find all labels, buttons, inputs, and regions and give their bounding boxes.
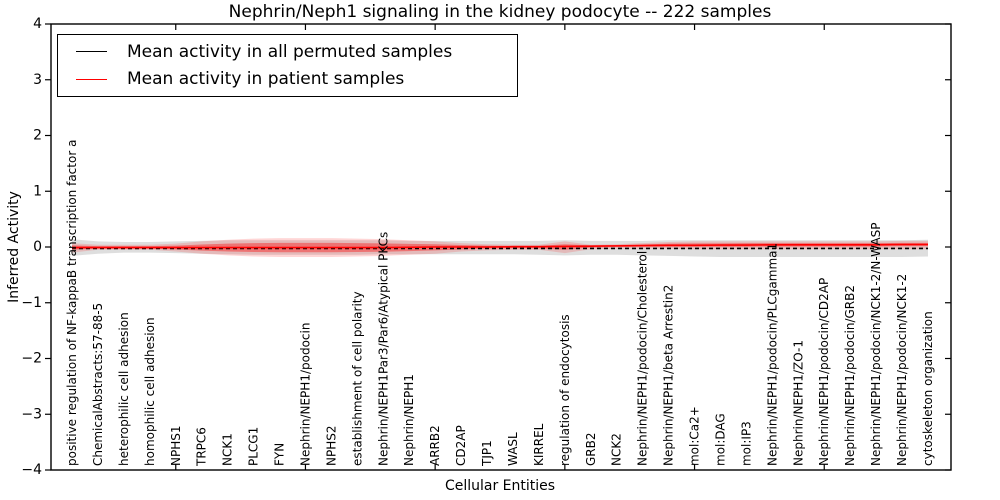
x-tick-label: Nephrin/NEPH1/ZO-1: [791, 340, 805, 466]
chart-title: Nephrin/Neph1 signaling in the kidney po…: [228, 2, 772, 22]
x-tick-label: Nephrin/NEPH1/podocin/GRB2: [843, 285, 857, 466]
x-axis-title: Cellular Entities: [444, 478, 556, 494]
x-tick-label: positive regulation of NF-kappaB transcr…: [65, 140, 79, 466]
patient-line-sample-icon: [76, 78, 107, 80]
x-tick-label: heterophilic cell adhesion: [117, 312, 131, 466]
x-tick-label: NCK2: [610, 433, 624, 466]
x-tick-label: mol:IP3: [739, 421, 753, 466]
x-tick-label: NPHS2: [324, 426, 338, 467]
x-tick-label: ChemicalAbstracts:57-88-5: [91, 303, 105, 466]
y-tick-label: 0: [33, 239, 42, 255]
x-tick-label: Nephrin/NEPH1Par3/Par6/Atypical PKCs: [376, 232, 390, 466]
x-tick-label: mol:Ca2+: [688, 406, 702, 466]
x-tick-label: homophilic cell adhesion: [143, 317, 157, 466]
x-tick-label: WASL: [506, 432, 520, 466]
x-tick-label: cytoskeleton organization: [921, 311, 935, 466]
x-tick-label: FYN: [273, 443, 287, 466]
x-tick-label: Nephrin/NEPH1: [402, 374, 416, 466]
x-tick-label: Nephrin/NEPH1/podocin/NCK1-2: [895, 274, 909, 466]
permuted-line-sample-icon: [76, 51, 107, 53]
x-tick-label: regulation of endocytosis: [558, 314, 572, 466]
x-tick-label: Nephrin/NEPH1/podocin/CD2AP: [817, 278, 831, 466]
y-tick-label: −3: [21, 406, 42, 422]
x-tick-label: CD2AP: [454, 425, 468, 466]
y-tick-label: 2: [33, 128, 42, 144]
x-tick-label: NPHS1: [169, 426, 183, 467]
y-axis-title: Inferred Activity: [6, 191, 22, 303]
x-tick-label: ARRB2: [428, 425, 442, 466]
y-tick-label: −1: [21, 295, 42, 311]
x-tick-label: Nephrin/NEPH1/podocin/Cholesterol: [636, 251, 650, 466]
x-tick-label: Nephrin/NEPH1/beta Arrestin2: [662, 285, 676, 466]
legend: Mean activity in all permuted samples Me…: [57, 34, 518, 97]
series-line-patient: [72, 243, 928, 249]
x-tick-label: Nephrin/NEPH1/podocin/NCK1-2/N-WASP: [869, 223, 883, 466]
legend-item-label: Mean activity in patient samples: [127, 69, 405, 90]
x-tick-label: establishment of cell polarity: [350, 291, 364, 466]
x-tick-label: KIRREL: [532, 423, 546, 466]
legend-item-permuted: Mean activity in all permuted samples: [76, 42, 517, 62]
y-tick-label: −4: [21, 462, 42, 478]
x-tick-label: Nephrin/NEPH1/podocin: [298, 323, 312, 466]
legend-item-label: Mean activity in all permuted samples: [127, 41, 453, 62]
x-tick-label: GRB2: [584, 432, 598, 466]
y-tick-label: 1: [33, 183, 42, 199]
x-tick-label: Nephrin/NEPH1/podocin/PLCgamma1: [765, 243, 779, 466]
x-tick-label: mol:DAG: [713, 413, 727, 466]
y-tick-label: 3: [33, 72, 42, 88]
x-tick-label: NCK1: [221, 433, 235, 466]
x-tick-label: TRPC6: [195, 427, 209, 467]
y-tick-label: −2: [21, 351, 42, 367]
x-tick-label: PLCG1: [247, 427, 261, 466]
x-tick-label: TJP1: [480, 440, 494, 467]
y-tick-label: 4: [33, 16, 42, 32]
legend-item-patient: Mean activity in patient samples: [76, 69, 517, 89]
